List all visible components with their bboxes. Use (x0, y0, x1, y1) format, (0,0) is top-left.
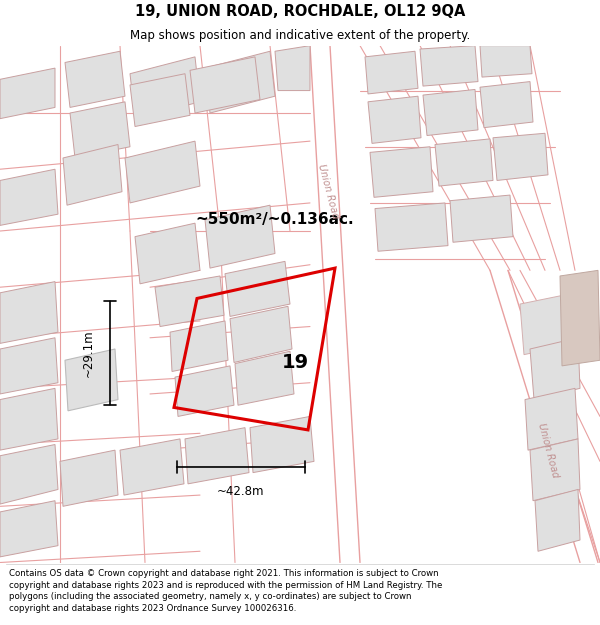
Polygon shape (60, 450, 118, 506)
Polygon shape (125, 141, 200, 203)
Polygon shape (365, 51, 418, 94)
Text: Map shows position and indicative extent of the property.: Map shows position and indicative extent… (130, 29, 470, 42)
Polygon shape (190, 57, 260, 113)
Polygon shape (525, 388, 578, 450)
Polygon shape (370, 147, 433, 198)
Polygon shape (65, 51, 125, 107)
Polygon shape (130, 74, 190, 126)
Polygon shape (560, 271, 600, 366)
Text: ~550m²/~0.136ac.: ~550m²/~0.136ac. (195, 213, 353, 228)
Polygon shape (205, 205, 275, 268)
Polygon shape (0, 282, 58, 343)
Polygon shape (0, 388, 58, 450)
Polygon shape (0, 68, 55, 119)
Polygon shape (423, 89, 478, 136)
Polygon shape (368, 96, 421, 143)
Polygon shape (493, 133, 548, 181)
Polygon shape (535, 489, 580, 551)
Text: 19, UNION ROAD, ROCHDALE, OL12 9QA: 19, UNION ROAD, ROCHDALE, OL12 9QA (135, 4, 465, 19)
Polygon shape (250, 416, 314, 472)
Polygon shape (130, 57, 200, 119)
Polygon shape (175, 366, 234, 416)
Text: ~42.8m: ~42.8m (217, 485, 265, 498)
Polygon shape (230, 306, 292, 362)
Polygon shape (530, 439, 580, 501)
Polygon shape (450, 195, 513, 242)
Polygon shape (170, 321, 228, 371)
Polygon shape (65, 349, 118, 411)
Text: ~29.1m: ~29.1m (82, 329, 95, 377)
Polygon shape (480, 46, 532, 77)
Polygon shape (420, 46, 478, 86)
Polygon shape (435, 139, 493, 186)
Text: Union Road: Union Road (536, 422, 560, 479)
Polygon shape (235, 351, 294, 405)
Polygon shape (530, 338, 580, 399)
Polygon shape (0, 501, 58, 557)
Polygon shape (375, 203, 448, 251)
Polygon shape (0, 444, 58, 504)
Polygon shape (135, 223, 200, 284)
Polygon shape (155, 276, 224, 326)
Text: 19: 19 (281, 353, 308, 372)
Polygon shape (0, 338, 58, 394)
Text: Union Road: Union Road (316, 163, 340, 220)
Polygon shape (225, 261, 290, 316)
Polygon shape (185, 428, 249, 484)
Polygon shape (63, 144, 122, 205)
Polygon shape (0, 169, 58, 226)
Polygon shape (520, 293, 578, 354)
Polygon shape (205, 51, 275, 113)
Polygon shape (275, 46, 310, 91)
Polygon shape (70, 102, 130, 158)
Polygon shape (480, 82, 533, 127)
Text: Contains OS data © Crown copyright and database right 2021. This information is : Contains OS data © Crown copyright and d… (9, 569, 442, 613)
Polygon shape (120, 439, 184, 495)
